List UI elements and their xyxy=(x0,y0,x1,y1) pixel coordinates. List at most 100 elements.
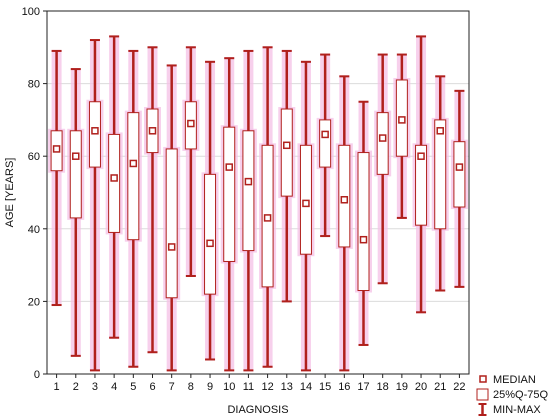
iqr-box xyxy=(165,148,178,299)
legend: MEDIAN 25%Q-75Q MIN-MAX xyxy=(476,374,548,416)
box-plot-item xyxy=(431,75,449,292)
median-marker xyxy=(378,134,387,142)
box-plot-item xyxy=(355,100,372,346)
box-plot-item xyxy=(144,46,161,354)
box-plot-item xyxy=(201,60,219,361)
median-marker xyxy=(321,130,329,139)
box-plot-item xyxy=(220,57,238,372)
y-axis-title: AGE [YEARS] xyxy=(4,158,16,228)
x-axis-ticks: 1 2 3 4 5 6 7 8 9 10 11 12 13 14 15 16 17 18 19 20 21 22 xyxy=(54,374,466,393)
median-marker xyxy=(129,159,138,168)
box-plot-item xyxy=(163,64,181,372)
median-marker xyxy=(283,141,291,150)
box-plot-item xyxy=(278,49,296,303)
x-tick-label: 1 xyxy=(54,381,60,393)
iqr-box xyxy=(434,119,447,230)
x-tick-label: 7 xyxy=(169,381,175,393)
median-marker xyxy=(167,243,176,251)
median-marker xyxy=(340,196,349,204)
box-plot-item xyxy=(239,49,257,372)
iqr-box xyxy=(376,112,389,175)
legend-whisker-marker xyxy=(478,403,487,416)
iqr-box xyxy=(242,130,255,252)
iqr-box xyxy=(223,126,236,262)
median-marker xyxy=(52,145,61,153)
iqr-box xyxy=(319,119,332,168)
iqr-box xyxy=(357,152,370,292)
y-axis-ticks: 0 20 40 60 80 100 xyxy=(22,6,47,381)
iqr-box xyxy=(280,108,293,197)
x-tick-label: 20 xyxy=(415,381,427,393)
iqr-box xyxy=(108,133,121,233)
box-plot-item xyxy=(450,89,468,288)
median-marker xyxy=(455,163,464,171)
x-tick-label: 11 xyxy=(243,381,254,393)
x-tick-label: 18 xyxy=(377,381,389,393)
y-tick-label: 60 xyxy=(28,151,40,163)
x-tick-label: 4 xyxy=(111,381,117,393)
median-marker xyxy=(302,199,310,208)
median-marker xyxy=(187,119,195,128)
legend-box-marker xyxy=(476,388,489,401)
median-marker xyxy=(417,152,425,160)
x-tick-label: 14 xyxy=(300,381,312,393)
x-tick-label: 2 xyxy=(73,381,79,393)
x-tick-label: 13 xyxy=(281,381,293,393)
box-plot-item xyxy=(316,53,334,238)
median-marker xyxy=(398,116,406,124)
median-marker xyxy=(72,152,80,160)
box-plot-item xyxy=(412,35,430,314)
y-tick-label: 0 xyxy=(34,369,40,381)
box-plot-item xyxy=(86,39,104,372)
x-tick-label: 10 xyxy=(223,381,235,393)
y-tick-label: 20 xyxy=(28,296,40,308)
legend-median-marker xyxy=(479,375,487,383)
x-tick-label: 5 xyxy=(130,381,136,393)
x-tick-label: 6 xyxy=(149,381,155,393)
box-plot-item xyxy=(374,53,392,285)
box-plot-item xyxy=(67,68,85,357)
x-tick-label: 3 xyxy=(92,381,98,393)
median-marker xyxy=(225,163,233,171)
median-marker xyxy=(110,174,118,182)
x-tick-label: 12 xyxy=(261,381,273,393)
x-axis-title: DIAGNOSIS xyxy=(227,404,288,416)
iqr-box xyxy=(204,173,217,295)
median-marker xyxy=(206,239,214,248)
y-tick-label: 40 xyxy=(28,224,40,236)
x-tick-label: 17 xyxy=(357,381,369,393)
legend-box-label: 25%Q-75Q xyxy=(493,389,548,401)
median-marker xyxy=(148,127,157,135)
x-tick-label: 19 xyxy=(396,381,408,393)
x-tick-label: 22 xyxy=(453,381,465,393)
x-tick-label: 8 xyxy=(188,381,194,393)
box-plot-item xyxy=(182,46,200,277)
box-plot-item xyxy=(335,75,353,372)
box-plot-item xyxy=(393,53,411,219)
box-series xyxy=(48,35,468,372)
legend-whisker-label: MIN-MAX xyxy=(493,404,541,416)
median-marker xyxy=(436,127,444,135)
box-plot-item xyxy=(297,60,315,372)
median-marker xyxy=(244,177,253,186)
iqr-box xyxy=(69,130,82,219)
box-plot-item xyxy=(124,49,142,368)
y-tick-label: 80 xyxy=(28,79,40,91)
x-tick-label: 16 xyxy=(338,381,350,393)
median-marker xyxy=(263,214,272,222)
legend-median-label: MEDIAN xyxy=(493,374,536,386)
median-marker xyxy=(91,127,99,135)
median-marker xyxy=(359,235,368,244)
iqr-box xyxy=(127,112,140,241)
x-tick-label: 9 xyxy=(207,381,213,393)
iqr-box xyxy=(415,144,428,226)
y-tick-label: 100 xyxy=(22,6,40,18)
box-plot-item xyxy=(48,49,66,307)
box-plot-item xyxy=(259,46,277,368)
x-tick-label: 15 xyxy=(319,381,331,393)
box-plot-item xyxy=(105,35,123,339)
plot-frame xyxy=(46,10,470,375)
x-tick-label: 21 xyxy=(434,381,446,393)
iqr-box xyxy=(453,141,466,208)
